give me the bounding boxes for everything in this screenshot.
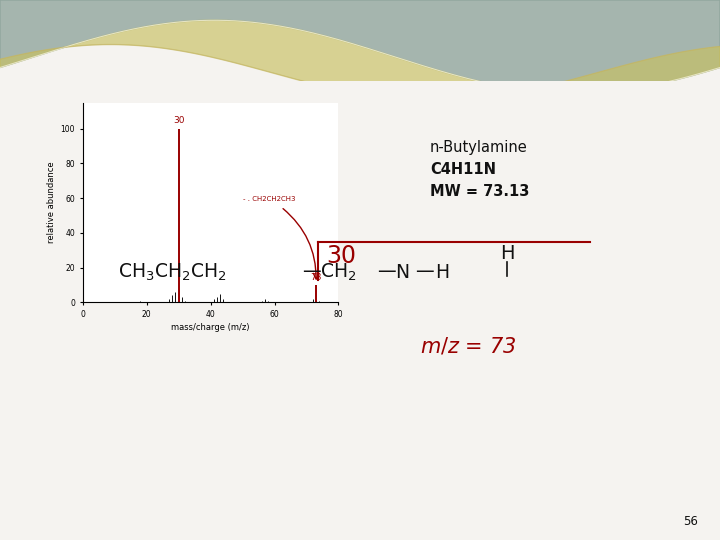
Text: 73: 73 (310, 273, 322, 281)
Text: 30: 30 (326, 244, 356, 268)
X-axis label: mass/charge (m/z): mass/charge (m/z) (171, 323, 250, 332)
Text: 56: 56 (683, 515, 698, 528)
Text: - . CH2CH2CH3: - . CH2CH2CH3 (243, 195, 295, 201)
Text: H: H (435, 262, 449, 281)
Text: —: — (377, 261, 395, 280)
Text: MW = 73.13: MW = 73.13 (430, 184, 529, 199)
Text: n-Butylamine: n-Butylamine (430, 140, 528, 155)
Text: CH$_2$: CH$_2$ (320, 261, 356, 282)
Text: —: — (302, 261, 320, 280)
Text: C4H11N: C4H11N (430, 162, 496, 177)
Text: H: H (500, 244, 514, 263)
Text: CH$_3$CH$_2$CH$_2$: CH$_3$CH$_2$CH$_2$ (118, 261, 227, 282)
Text: N: N (395, 262, 409, 281)
Text: —: — (415, 261, 433, 280)
Text: $m/z$ = 73: $m/z$ = 73 (420, 335, 516, 356)
Text: 30: 30 (173, 116, 184, 125)
Y-axis label: relative abundance: relative abundance (48, 161, 56, 244)
